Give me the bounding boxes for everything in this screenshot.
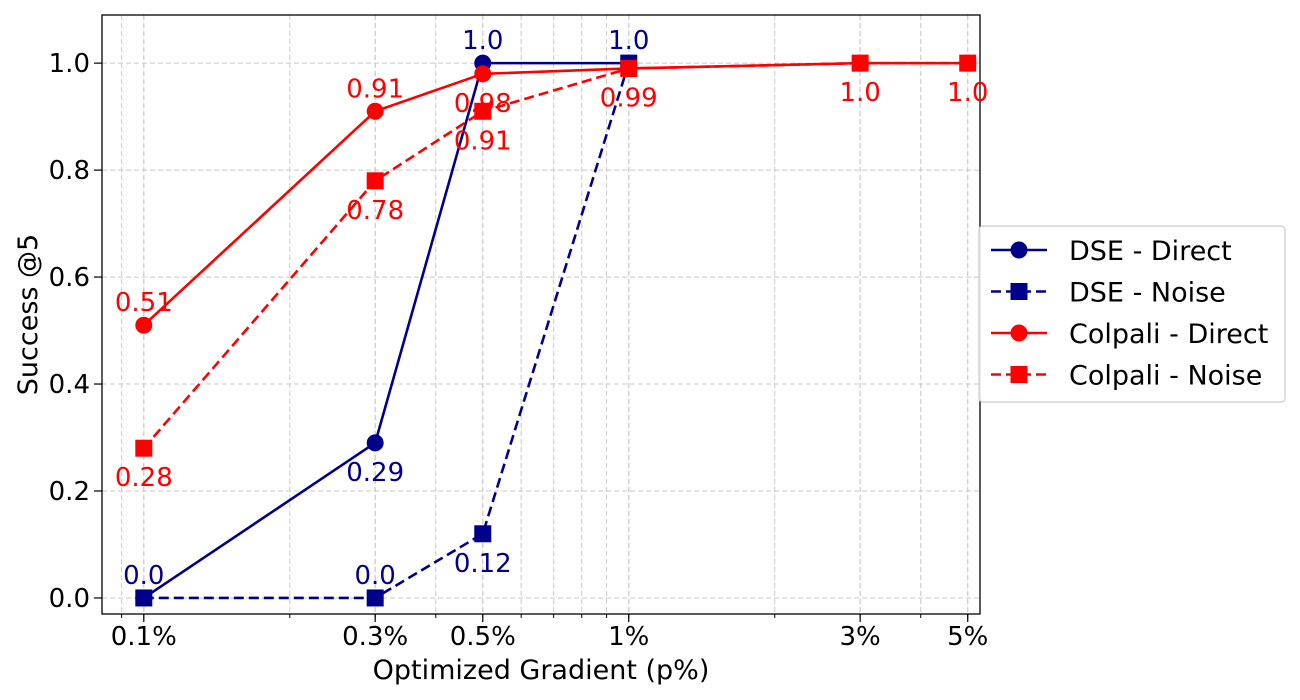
series-line (143, 62, 630, 600)
legend-label: Colpali - Noise (1069, 361, 1262, 392)
data-point (959, 54, 977, 72)
data-label: 0.78 (346, 196, 404, 226)
data-point (135, 439, 153, 457)
data-label: 0.28 (115, 463, 173, 493)
series-line (142, 61, 968, 450)
data-label: 1.0 (839, 78, 880, 108)
x-axis-label: Optimized Gradient (p%) (373, 655, 710, 686)
data-label: 0.51 (115, 288, 173, 318)
y-tick-label: 0.8 (49, 156, 90, 186)
y-tick-label: 0.6 (49, 263, 90, 293)
legend-marker (1010, 324, 1028, 342)
data-labels: 0.0 0.29 1.0 1.0 0.0 0.12 0.51 0.91 0.98 0.28 0.78… (115, 26, 989, 591)
x-tick-label: 0.3% (342, 622, 408, 652)
legend-item: Colpali - Direct (991, 319, 1268, 350)
data-label: 0.91 (454, 126, 512, 156)
grid (102, 15, 980, 614)
legend-item: DSE - Direct (991, 236, 1232, 267)
data-point (620, 59, 638, 77)
x-tick-label: 0.5% (450, 622, 516, 652)
x-tick-label: 0.1% (111, 622, 177, 652)
legend-item: DSE - Noise (991, 278, 1226, 309)
data-point (135, 316, 153, 334)
legend-marker (1010, 283, 1028, 300)
data-point (366, 102, 384, 120)
legend-label: DSE - Noise (1069, 278, 1226, 309)
y-tick-label: 0.2 (49, 477, 90, 507)
series-4 (135, 54, 977, 457)
data-label: 1.0 (608, 26, 649, 56)
legend-box (978, 225, 1286, 403)
series-2 (135, 54, 638, 607)
y-tick-label: 0.0 (49, 584, 90, 614)
data-label: 0.99 (600, 83, 658, 113)
legend-marker (1010, 241, 1028, 259)
data-point (366, 589, 384, 607)
legend-marker (1010, 366, 1028, 383)
data-label: 1.0 (462, 26, 503, 56)
y-tick-label: 0.4 (49, 370, 90, 400)
series-line (143, 61, 629, 600)
data-point (474, 525, 492, 543)
x-tick-label: 1% (608, 622, 649, 652)
series-line (142, 61, 968, 327)
x-tick-label: 3% (840, 622, 881, 652)
data-label: 0.12 (454, 549, 512, 579)
data-point (474, 102, 492, 120)
y-axis-label: Success @5 (13, 234, 44, 395)
x-tick-label: 5% (947, 622, 988, 652)
data-point (366, 172, 384, 190)
data-point (851, 54, 869, 72)
legend-label: Colpali - Direct (1069, 319, 1268, 350)
data-label: 0.91 (346, 74, 404, 104)
data-point (474, 65, 492, 83)
data-label: 0.29 (346, 458, 404, 488)
series-layer (135, 54, 977, 607)
data-label: 0.0 (123, 561, 164, 591)
axes: 0.1% 0.3% 0.5% 1% 3% 5% 0.0 0.2 0.4 0.6 0.8 1.0 (49, 49, 989, 652)
data-point (366, 434, 384, 452)
data-point (135, 589, 153, 607)
legend-label: DSE - Direct (1069, 236, 1232, 267)
y-tick-label: 1.0 (49, 49, 90, 79)
data-label: 0.0 (355, 561, 396, 591)
legend: DSE - Direct DSE - Noise Colpali - Direct C… (978, 225, 1286, 403)
data-label: 1.0 (947, 78, 988, 108)
data-label: 0.98 (454, 89, 512, 119)
legend-item: Colpali - Noise (991, 361, 1262, 392)
